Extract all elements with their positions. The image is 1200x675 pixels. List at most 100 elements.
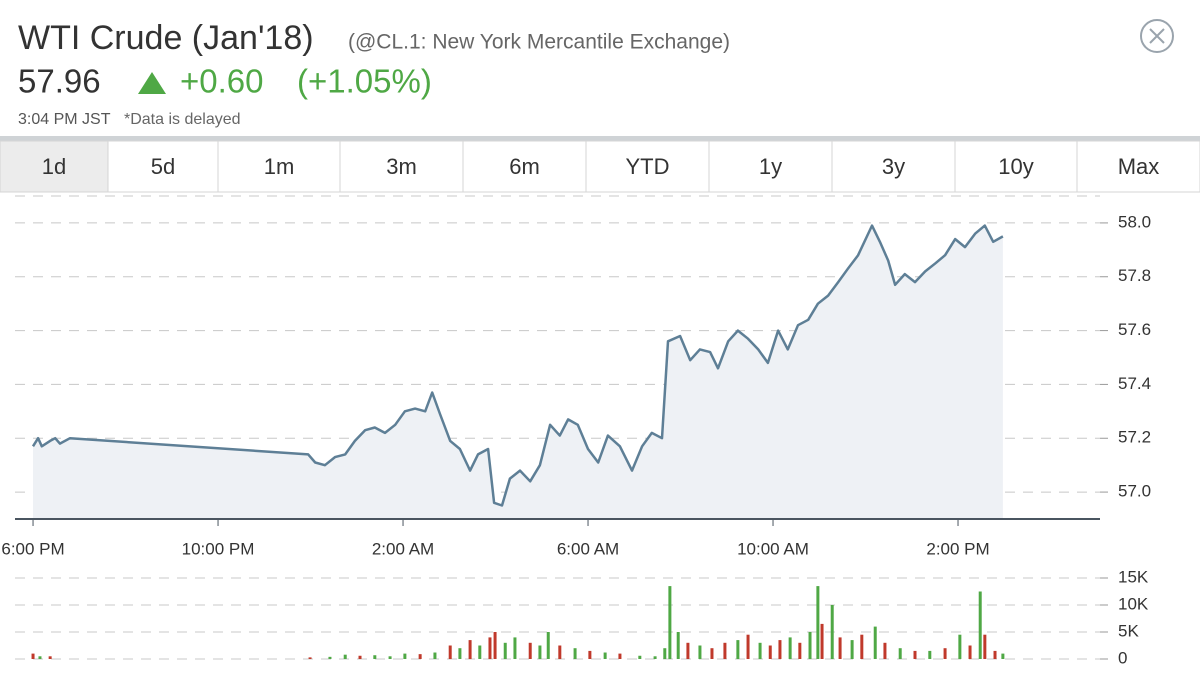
volume-bar (513, 637, 517, 659)
tab[interactable] (107, 140, 219, 193)
subtitle: (@CL.1: New York Mercantile Exchange) (348, 31, 730, 54)
volume-bar (993, 650, 997, 659)
tab-label[interactable]: 1d (42, 154, 66, 179)
volume-bar (983, 634, 987, 659)
volume-bar (943, 648, 947, 659)
volume-bar (758, 642, 762, 659)
volume-bar (778, 640, 782, 659)
volume-bar (663, 648, 667, 659)
tab-label[interactable]: 6m (509, 154, 540, 179)
volume-bar (403, 653, 407, 659)
volume-bar (528, 642, 532, 659)
volume-bar (558, 645, 562, 659)
price-area (33, 225, 1003, 519)
volume-bar (928, 650, 932, 659)
volume-bar (328, 656, 332, 659)
volume-bar (676, 632, 680, 659)
y-tick-label: 57.6 (1118, 320, 1151, 339)
volume-bar (838, 637, 842, 659)
y-tick-label: 57.8 (1118, 266, 1151, 285)
volume-bar (698, 645, 702, 659)
tab-label[interactable]: 3y (882, 154, 905, 179)
volume-bar (638, 655, 642, 659)
volume-bar (503, 642, 507, 659)
volume-bar (883, 642, 887, 659)
close-button[interactable] (1140, 19, 1174, 53)
volume-bar (723, 642, 727, 659)
price-line (31, 224, 1004, 507)
tab-label[interactable]: 3m (386, 154, 417, 179)
volume-bar (746, 634, 750, 659)
volume-bar (686, 642, 690, 659)
volume-bar (1001, 653, 1005, 659)
y-tick-label: 57.2 (1118, 428, 1151, 447)
quote-time: 3:04 PM JST (18, 111, 111, 128)
tab-label[interactable]: 1y (759, 154, 782, 179)
volume-bar (388, 656, 392, 659)
tab[interactable] (1076, 140, 1200, 193)
volume-bar (788, 637, 792, 659)
volume-bar (433, 652, 437, 659)
volume-bar (488, 637, 492, 659)
delay-note: *Data is delayed (124, 111, 241, 128)
title: WTI Crude (Jan'18) (18, 19, 314, 57)
tab-label[interactable]: 1m (264, 154, 295, 179)
tab-label[interactable]: 5d (151, 154, 175, 179)
change: +0.60 (180, 63, 264, 100)
price: 57.96 (18, 63, 101, 100)
volume-bar (48, 656, 52, 659)
volume-bar (710, 648, 714, 659)
volume-bar (820, 623, 824, 659)
volume-bar (618, 653, 622, 659)
y-tick-label: 10K (1118, 594, 1149, 613)
volume-bar (668, 586, 672, 659)
volume-bar (736, 640, 740, 659)
tab[interactable] (831, 140, 956, 193)
volume-bar (873, 626, 877, 659)
x-tick-label: 6:00 PM (1, 539, 64, 558)
change-percent: (+1.05%) (297, 63, 432, 100)
volume-bar (860, 634, 864, 659)
close-x[interactable] (1149, 28, 1165, 44)
close-circle[interactable] (1140, 19, 1174, 53)
volume-bar (343, 654, 347, 659)
volume-bar (808, 632, 812, 659)
volume-bar (978, 591, 982, 659)
y-tick-label: 15K (1118, 567, 1149, 586)
volume-bar (913, 650, 917, 659)
volume-bar (653, 656, 657, 659)
volume-bar (373, 655, 377, 659)
tab-label[interactable]: Max (1118, 154, 1160, 179)
volume-bar (358, 655, 362, 659)
volume-bar (458, 648, 462, 659)
volume-bar (588, 650, 592, 659)
tab[interactable] (585, 140, 710, 193)
x-tick-label: 10:00 AM (737, 539, 809, 558)
volume-bar (968, 645, 972, 659)
y-tick-label: 5K (1118, 621, 1139, 640)
volume-bar (850, 640, 854, 659)
volume-bar (418, 654, 422, 659)
volume-bar (478, 645, 482, 659)
tab[interactable] (954, 140, 1078, 193)
y-tick-label: 57.0 (1118, 482, 1151, 501)
y-tick-label: 57.4 (1118, 374, 1151, 393)
volume-bar (546, 632, 550, 659)
volume-bar (538, 645, 542, 659)
volume-bar (603, 652, 607, 659)
volume-bar (38, 656, 42, 659)
volume-bar (958, 634, 962, 659)
tab-bar: 1d 5d 1m 3m 6m YTD 1y 3y 10y Max (0, 140, 1200, 193)
y-tick-label: 0 (1118, 648, 1127, 667)
volume-bar (573, 648, 577, 659)
volume-bar (768, 645, 772, 659)
tab-label[interactable]: YTD (626, 154, 670, 179)
volume-bar (816, 586, 820, 659)
x-tick-label: 6:00 AM (557, 539, 619, 558)
x-tick-label: 2:00 AM (372, 539, 434, 558)
volume-bar (898, 648, 902, 659)
volume-bar (308, 657, 312, 659)
tab-label[interactable]: 10y (998, 154, 1033, 179)
volume-bar (798, 642, 802, 659)
